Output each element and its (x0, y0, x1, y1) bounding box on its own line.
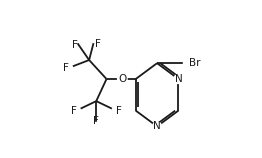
Circle shape (183, 57, 195, 69)
Text: F: F (71, 106, 77, 116)
Text: Br: Br (189, 58, 201, 68)
Text: N: N (153, 121, 161, 131)
Text: F: F (63, 63, 69, 73)
Text: N: N (174, 74, 182, 84)
Circle shape (112, 107, 120, 115)
Text: O: O (118, 74, 127, 84)
Text: F: F (72, 40, 78, 49)
Circle shape (65, 64, 73, 72)
Circle shape (91, 35, 99, 43)
Circle shape (71, 36, 79, 43)
Text: F: F (95, 39, 101, 49)
Circle shape (118, 74, 127, 84)
Circle shape (92, 122, 100, 130)
Text: F: F (116, 106, 122, 116)
Circle shape (73, 107, 80, 115)
Text: F: F (93, 116, 99, 126)
Circle shape (153, 122, 161, 131)
Circle shape (174, 75, 183, 83)
